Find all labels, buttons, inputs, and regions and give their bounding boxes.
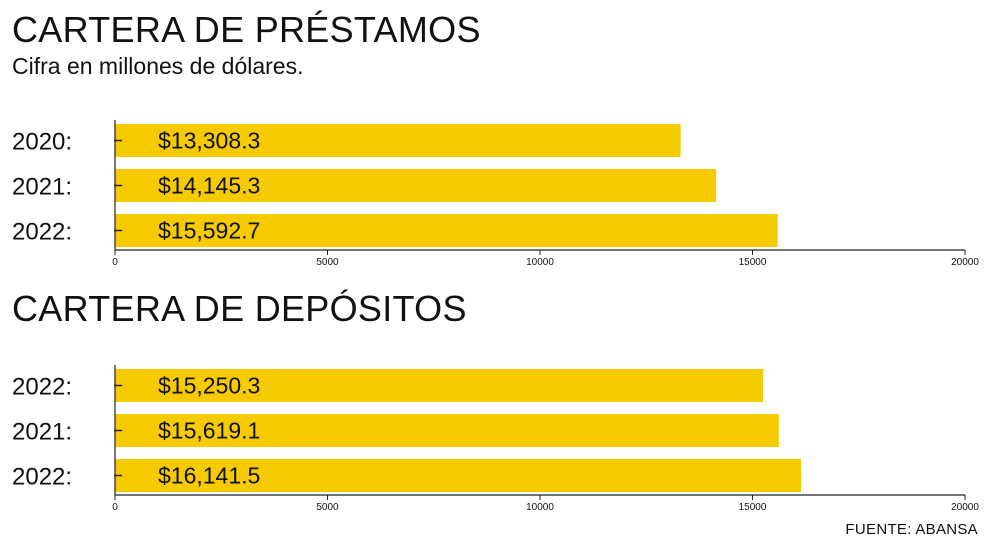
chart-title-depositos: CARTERA DE DEPÓSITOS xyxy=(12,288,467,329)
x-tick-label: 0 xyxy=(112,502,118,513)
x-tick-label: 15000 xyxy=(739,502,767,513)
x-tick-label: 20000 xyxy=(951,502,979,513)
bar xyxy=(115,369,764,402)
bar xyxy=(115,459,802,492)
category-label: 2021: xyxy=(12,174,72,201)
chart-subtitle-prestamos: Cifra en millones de dólares. xyxy=(12,53,304,79)
category-label: 2021: xyxy=(12,419,72,446)
x-tick-label: 20000 xyxy=(951,257,979,268)
bar-value-label: $15,250.3 xyxy=(158,373,260,399)
bar-value-label: $14,145.3 xyxy=(158,173,260,199)
category-label: 2020: xyxy=(12,129,72,156)
bar-value-label: $15,619.1 xyxy=(158,418,260,444)
x-tick-label: 5000 xyxy=(316,257,339,268)
chart-title-prestamos: CARTERA DE PRÉSTAMOS xyxy=(12,9,481,50)
bar xyxy=(115,214,778,247)
x-tick-label: 5000 xyxy=(316,502,339,513)
bar-chart-prestamos: 2020: $13,308.3 2021: $14,145.3 2022: $15,592… xyxy=(12,120,979,268)
bar xyxy=(115,414,779,447)
category-label: 2022: xyxy=(12,374,72,401)
x-tick-label: 10000 xyxy=(526,502,554,513)
category-label: 2022: xyxy=(12,464,72,491)
bar xyxy=(115,169,717,202)
x-tick-label: 10000 xyxy=(526,257,554,268)
bar-value-label: $16,141.5 xyxy=(158,463,260,489)
bar-chart-depositos: 2022: $15,250.3 2021: $15,619.1 2022: $16,141… xyxy=(12,365,979,513)
bar xyxy=(115,124,681,157)
source-note: FUENTE: ABANSA xyxy=(845,521,978,538)
bar-value-label: $13,308.3 xyxy=(158,128,260,154)
category-label: 2022: xyxy=(12,219,72,246)
x-tick-label: 0 xyxy=(112,257,118,268)
x-tick-label: 15000 xyxy=(739,257,767,268)
bar-value-label: $15,592.7 xyxy=(158,218,260,244)
